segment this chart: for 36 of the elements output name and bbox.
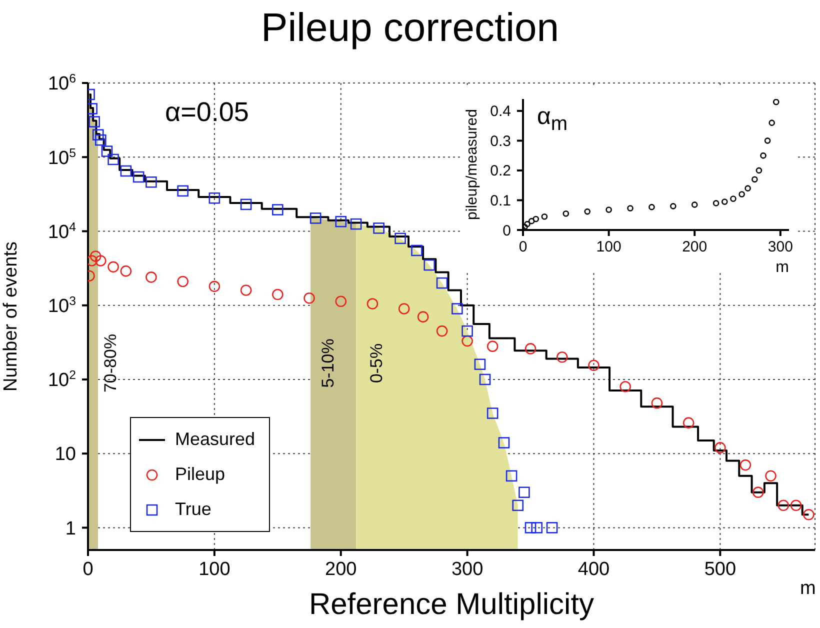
y-tick-label: 10 (54, 444, 76, 466)
x-axis-title: Reference Multiplicity (308, 588, 594, 621)
y-tick-label: 0 (502, 222, 511, 240)
x-tick-label: 0 (82, 559, 94, 580)
x-tick-label: 0 (518, 238, 528, 256)
x-axis-title: m (776, 259, 789, 276)
band-label: 0-5% (367, 343, 386, 384)
band-label: 70-80% (101, 334, 120, 393)
legend-label: True (175, 499, 212, 520)
y-tick-label: 0.4 (490, 103, 511, 120)
y-tick-label: 0.1 (490, 192, 511, 210)
x-tick-label: 200 (325, 559, 357, 580)
y-axis-title: pileup/measured (463, 109, 480, 220)
annotation: α$_{m}$ (537, 103, 568, 136)
x-tick-label: 400 (578, 559, 610, 580)
x-tick-label: 100 (596, 238, 622, 256)
y-tick-label: 0.2 (490, 162, 511, 180)
x-tick-label: 100 (198, 559, 230, 580)
x-tick-label: 200 (682, 238, 708, 256)
legend-label: Pileup (175, 464, 226, 485)
band-label: 5-10% (318, 338, 338, 388)
text: m (800, 578, 816, 600)
y-tick-label: 1 (65, 518, 76, 540)
y-tick-label: 10$^{5}$ (48, 146, 76, 169)
x-tick-label: 300 (768, 238, 793, 256)
y-axis-title: Number of events (0, 242, 22, 392)
y-tick-label: 10$^{4}$ (48, 220, 76, 243)
x-tick-label: 500 (704, 559, 736, 580)
x-tick-label: 300 (451, 559, 484, 580)
legend-label: Measured (175, 429, 256, 450)
y-tick-label: 0.3 (490, 132, 511, 150)
y-tick-label: 10$^{3}$ (48, 294, 76, 317)
y-tick-label: 10$^{6}$ (48, 72, 76, 95)
annotation: α=0.05 (165, 97, 249, 128)
chart-title: Pileup correction (260, 6, 560, 51)
y-tick-label: 10$^{2}$ (48, 368, 76, 392)
